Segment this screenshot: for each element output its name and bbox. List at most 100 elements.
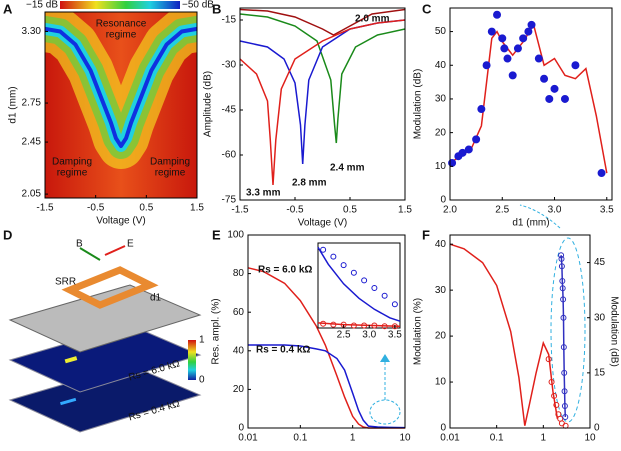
y-tick-label: 60 (233, 307, 245, 318)
y-tick-label: -15 (222, 15, 237, 26)
x-tick-label: 0.01 (440, 433, 460, 444)
colorbar-label: −15 dB (26, 0, 58, 11)
graphene-layer (10, 285, 200, 352)
data-point (528, 21, 535, 28)
x-tick-label: 0.1 (490, 433, 504, 444)
y-tick-label: 20 (435, 331, 447, 342)
y2-tick-label: 15 (594, 367, 606, 378)
y-axis-label: Modulation (dB) (413, 69, 424, 140)
plot-area (449, 11, 607, 176)
y-axis-label: Modulation (%) (413, 298, 424, 365)
data-point (488, 28, 495, 35)
y-tick-label: 40 (435, 60, 447, 71)
x-tick-label: 3.5 (388, 330, 402, 341)
x-tick-label: 3.5 (600, 205, 614, 216)
colorbar-label: −50 dB (182, 0, 214, 11)
panel: 0.010.11100102030400153045d1 (mm)Modulat… (413, 235, 620, 446)
data-point (546, 95, 553, 102)
y-tick-label: 0 (440, 195, 446, 206)
series-line (240, 14, 405, 143)
panel-label: F (422, 227, 430, 242)
panel: 2.5 3.0 3.5 (318, 243, 402, 341)
data-point (473, 136, 480, 143)
series-line (248, 345, 405, 428)
y-tick-label: 3.30 (22, 26, 42, 37)
x-tick-label: 3.0 (548, 205, 562, 216)
b-label: B (76, 239, 83, 250)
y2-tick-label: 0 (594, 423, 600, 434)
x-tick-label: -1.5 (231, 205, 249, 216)
y-tick-label: 2.05 (22, 189, 42, 200)
y-tick-label: 80 (233, 268, 245, 279)
x-tick-label: 1 (541, 433, 547, 444)
x-tick-label: 2.5 (337, 330, 351, 341)
frame (450, 235, 590, 428)
data-point (514, 45, 521, 52)
data-point (501, 45, 508, 52)
inset-frame (318, 243, 400, 328)
arrow-e (105, 246, 125, 255)
x-tick-label: 1.5 (190, 203, 204, 214)
data-point (525, 28, 532, 35)
x-tick-label: 1 (350, 433, 356, 444)
data-point (520, 35, 527, 42)
arrow-b (80, 248, 100, 260)
annotation: regime (155, 168, 186, 179)
x-tick-label: 2.5 (495, 205, 509, 216)
y-tick-label: 50 (435, 26, 447, 37)
plot-area (450, 244, 568, 428)
data-point (541, 75, 548, 82)
x-axis-label: Voltage (V) (96, 216, 145, 227)
arrow-head (380, 354, 390, 362)
x-axis-label: d1 (mm) (512, 218, 549, 229)
annotation: Damping (150, 157, 190, 168)
series-label: Rs = 0.4 kΩ (256, 345, 310, 356)
y-tick-label: 0 (440, 423, 446, 434)
y-tick-label: 20 (233, 384, 245, 395)
data-point (551, 85, 558, 92)
colorbar-label: 0 (199, 375, 205, 386)
data-point (561, 95, 568, 102)
series-line (450, 25, 607, 173)
y2-axis-label: Modulation (dB) (608, 296, 619, 367)
annotation: Resonance (96, 19, 147, 30)
y-tick-label: 0 (238, 423, 244, 434)
e-label: E (127, 239, 134, 250)
series-label: Rs = 6.0 kΩ (258, 265, 312, 276)
y-tick-label: -30 (222, 60, 237, 71)
annotation: regime (106, 30, 137, 41)
colorbar (60, 1, 180, 9)
y-tick-label: 10 (435, 161, 447, 172)
x-tick-label: 0.01 (238, 433, 258, 444)
panel-label: C (422, 1, 432, 16)
y-tick-label: 2.75 (22, 98, 42, 109)
annotation: Damping (52, 157, 92, 168)
srr-label: SRR (55, 277, 76, 288)
y-tick-label: 100 (227, 230, 244, 241)
y-tick-label: -45 (222, 105, 237, 116)
data-point (499, 35, 506, 42)
y-tick-label: 10 (435, 377, 447, 388)
frame (240, 8, 405, 200)
y-tick-label: 30 (435, 285, 447, 296)
data-point (494, 11, 501, 18)
data-point (572, 62, 579, 69)
x-tick-label: 3.0 (362, 330, 376, 341)
data-point (478, 106, 485, 113)
data-point (535, 55, 542, 62)
data-point (504, 55, 511, 62)
series-label: 2.8 mm (292, 178, 327, 189)
series-line (240, 20, 405, 185)
x-tick-label: 0.5 (139, 203, 153, 214)
x-tick-label: -1.5 (36, 203, 54, 214)
data-point (483, 62, 490, 69)
y-tick-label: -60 (222, 150, 237, 161)
data-point (509, 72, 516, 79)
annotation: regime (57, 168, 88, 179)
x-tick-label: 0.5 (343, 205, 357, 216)
y-axis-label: Res. ampl. (%) (211, 298, 222, 364)
